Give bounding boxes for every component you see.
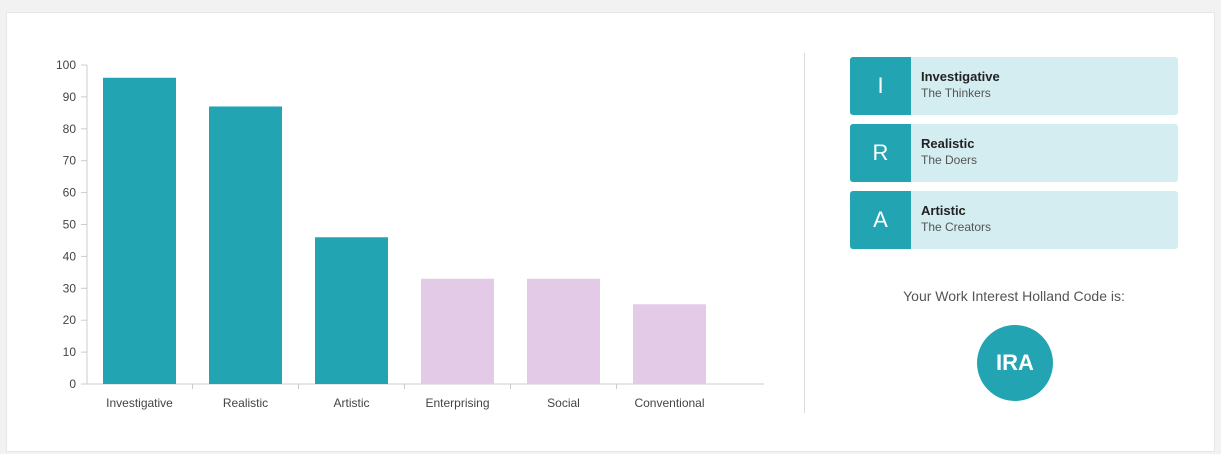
bar-artistic — [315, 237, 388, 384]
code-description: The Creators — [921, 220, 992, 234]
y-tick-label: 20 — [63, 313, 77, 327]
code-card-investigative: I Investigative The Thinkers — [850, 57, 1178, 115]
code-letter: R — [850, 124, 911, 182]
x-tick-label: Conventional — [634, 396, 704, 410]
y-tick-label: 50 — [63, 218, 77, 232]
y-tick-label: 80 — [63, 122, 77, 136]
y-tick-label: 30 — [63, 281, 77, 295]
y-tick-label: 60 — [63, 186, 77, 200]
bar-investigative — [103, 77, 176, 384]
code-card-artistic: A Artistic The Creators — [850, 191, 1178, 249]
bar-realistic — [209, 106, 282, 384]
divider — [804, 53, 805, 413]
x-tick-label: Artistic — [334, 396, 370, 410]
y-tick-label: 90 — [63, 90, 77, 104]
code-name: Realistic — [921, 136, 975, 151]
y-tick-label: 70 — [63, 154, 77, 168]
x-tick-label: Social — [547, 396, 580, 410]
code-list: I Investigative The Thinkers R Realistic… — [850, 57, 1178, 258]
code-letter: A — [850, 191, 911, 249]
bar-enterprising — [421, 278, 494, 384]
code-card-realistic: R Realistic The Doers — [850, 124, 1178, 182]
code-name: Investigative — [921, 69, 1000, 84]
y-tick-label: 10 — [63, 345, 77, 359]
code-description: The Doers — [921, 153, 978, 167]
results-card: 0 10 20 30 40 50 60 70 80 90 100 Investigative Reali… — [6, 12, 1215, 452]
code-description: The Thinkers — [921, 86, 991, 100]
y-tick-label: 100 — [56, 58, 76, 72]
bar-conventional — [633, 304, 706, 384]
holland-code-badge: IRA — [977, 325, 1053, 401]
bar-chart: 0 10 20 30 40 50 60 70 80 90 100 Investigative Reali… — [56, 58, 764, 410]
y-tick-label: 0 — [69, 377, 76, 391]
code-letter: I — [850, 57, 911, 115]
x-tick-label: Enterprising — [425, 396, 489, 410]
y-tick-label: 40 — [63, 249, 77, 263]
x-tick-label: Investigative — [106, 396, 173, 410]
code-name: Artistic — [921, 203, 966, 218]
bar-social — [527, 278, 600, 384]
x-tick-label: Realistic — [223, 396, 268, 410]
holland-code-label: Your Work Interest Holland Code is: — [903, 288, 1125, 304]
